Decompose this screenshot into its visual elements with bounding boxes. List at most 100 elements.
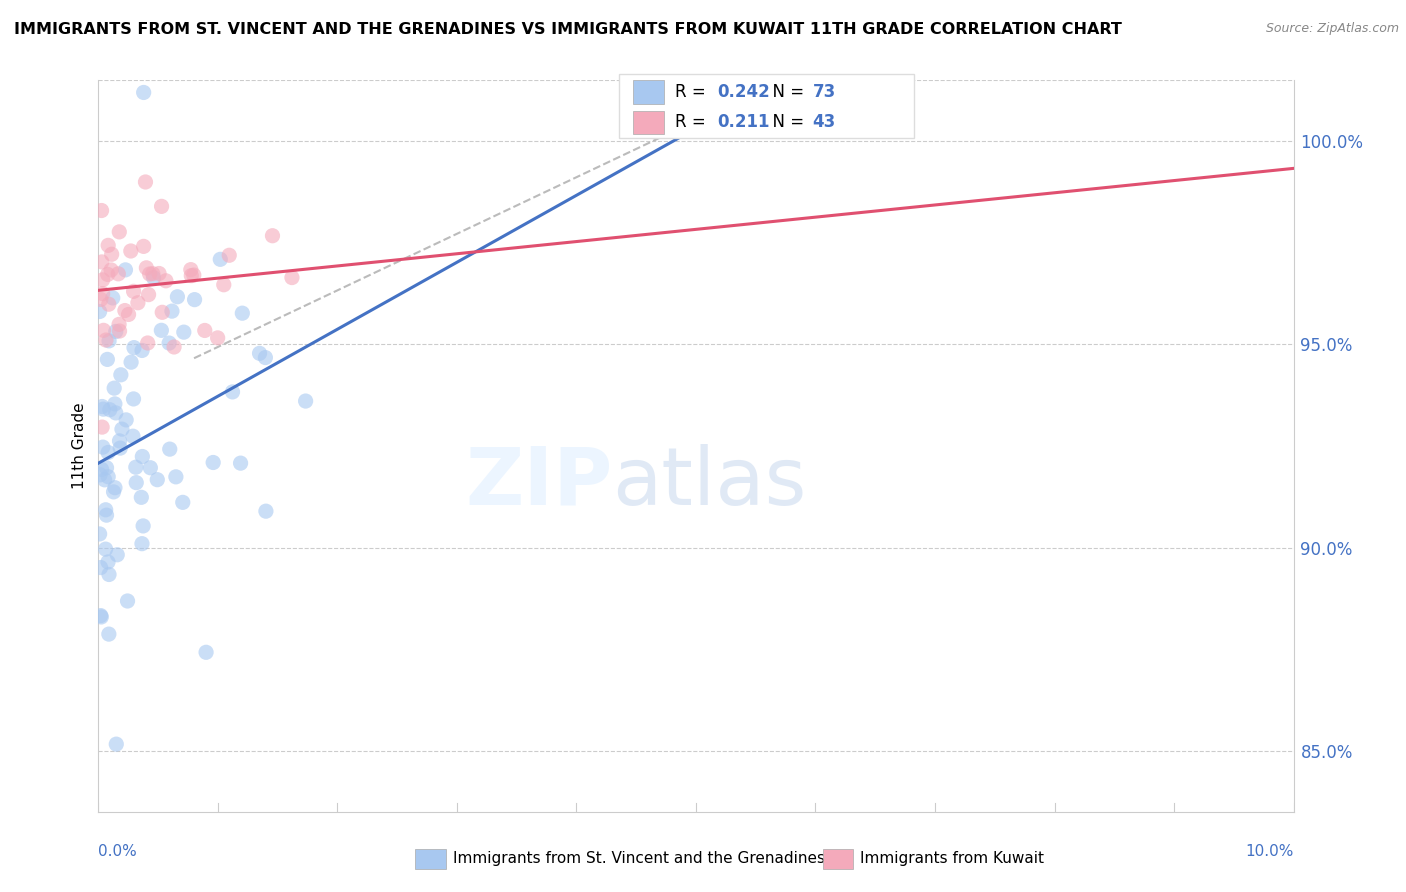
Point bbox=[150, 305, 173, 319]
Point bbox=[281, 270, 304, 285]
Point bbox=[108, 225, 131, 239]
Point bbox=[103, 484, 125, 499]
Point bbox=[132, 519, 155, 533]
Point bbox=[91, 402, 114, 417]
Point bbox=[159, 442, 181, 457]
Point bbox=[100, 263, 122, 277]
Point bbox=[108, 324, 131, 338]
Point bbox=[229, 456, 252, 470]
Point bbox=[136, 336, 159, 351]
Point bbox=[90, 203, 112, 218]
Point bbox=[89, 527, 111, 541]
Point bbox=[155, 274, 177, 288]
Point bbox=[146, 473, 169, 487]
Text: 0.0%: 0.0% bbox=[98, 845, 138, 859]
Point bbox=[122, 392, 145, 406]
Point bbox=[157, 336, 180, 351]
Point bbox=[117, 594, 139, 608]
Text: Immigrants from Kuwait: Immigrants from Kuwait bbox=[860, 851, 1045, 865]
Point bbox=[94, 542, 117, 557]
Point bbox=[90, 462, 112, 476]
Point bbox=[101, 291, 124, 305]
Point bbox=[131, 537, 153, 551]
Text: IMMIGRANTS FROM ST. VINCENT AND THE GRENADINES VS IMMIGRANTS FROM KUWAIT 11TH GR: IMMIGRANTS FROM ST. VINCENT AND THE GREN… bbox=[14, 22, 1122, 37]
Point bbox=[254, 504, 277, 518]
Point bbox=[94, 503, 117, 517]
Point bbox=[90, 608, 112, 623]
Point bbox=[117, 308, 139, 322]
Text: ZIP: ZIP bbox=[465, 443, 613, 522]
Point bbox=[254, 351, 277, 365]
Point bbox=[97, 445, 120, 459]
Point bbox=[100, 247, 122, 261]
Point bbox=[218, 248, 240, 262]
Point bbox=[150, 199, 173, 213]
Point bbox=[132, 239, 155, 253]
Point bbox=[107, 267, 129, 281]
Text: 10.0%: 10.0% bbox=[1246, 845, 1294, 859]
Point bbox=[90, 610, 112, 624]
Point bbox=[97, 297, 120, 311]
Point bbox=[111, 422, 134, 436]
Point bbox=[180, 268, 202, 283]
Point bbox=[97, 238, 120, 252]
Point bbox=[122, 341, 145, 355]
Point bbox=[98, 567, 121, 582]
Text: atlas: atlas bbox=[613, 443, 807, 522]
Point bbox=[90, 560, 112, 574]
Point bbox=[231, 306, 253, 320]
Point bbox=[221, 384, 243, 399]
Point bbox=[120, 244, 142, 258]
Text: 73: 73 bbox=[813, 83, 837, 101]
Point bbox=[142, 267, 165, 281]
Point bbox=[166, 290, 188, 304]
Point bbox=[94, 333, 117, 347]
Point bbox=[183, 268, 205, 282]
Text: 43: 43 bbox=[813, 113, 837, 131]
Text: Source: ZipAtlas.com: Source: ZipAtlas.com bbox=[1265, 22, 1399, 36]
Point bbox=[114, 263, 136, 277]
Point bbox=[104, 397, 127, 411]
Point bbox=[91, 273, 114, 287]
Y-axis label: 11th Grade: 11th Grade bbox=[72, 402, 87, 490]
Point bbox=[91, 400, 114, 414]
Point bbox=[115, 413, 138, 427]
Point bbox=[148, 267, 170, 281]
Point bbox=[138, 287, 160, 301]
Text: 0.242: 0.242 bbox=[717, 83, 770, 101]
Point bbox=[172, 495, 194, 509]
Point bbox=[89, 467, 111, 482]
Point bbox=[142, 270, 165, 285]
Point bbox=[163, 340, 186, 354]
Point bbox=[110, 368, 132, 382]
Point bbox=[202, 455, 225, 469]
Point bbox=[93, 323, 115, 337]
Point bbox=[195, 645, 218, 659]
Point bbox=[134, 175, 156, 189]
Text: R =: R = bbox=[675, 113, 711, 131]
Point bbox=[212, 277, 235, 292]
Point bbox=[97, 469, 120, 483]
Point bbox=[249, 346, 271, 360]
Point bbox=[96, 352, 118, 367]
Point bbox=[89, 304, 111, 318]
Point bbox=[165, 470, 187, 484]
Point bbox=[132, 86, 155, 100]
Point bbox=[93, 473, 115, 487]
Point bbox=[173, 325, 195, 339]
Point bbox=[131, 343, 153, 358]
Point bbox=[135, 260, 157, 275]
Point bbox=[127, 295, 149, 310]
Point bbox=[91, 440, 114, 454]
Point bbox=[98, 334, 121, 348]
Point bbox=[160, 304, 183, 318]
Point bbox=[90, 293, 112, 307]
Text: Immigrants from St. Vincent and the Grenadines: Immigrants from St. Vincent and the Gren… bbox=[453, 851, 825, 865]
Text: N =: N = bbox=[762, 113, 810, 131]
Point bbox=[108, 434, 131, 448]
Point bbox=[207, 331, 229, 345]
Point bbox=[194, 323, 217, 337]
Point bbox=[209, 252, 232, 267]
Text: N =: N = bbox=[762, 83, 810, 101]
Point bbox=[138, 267, 160, 281]
